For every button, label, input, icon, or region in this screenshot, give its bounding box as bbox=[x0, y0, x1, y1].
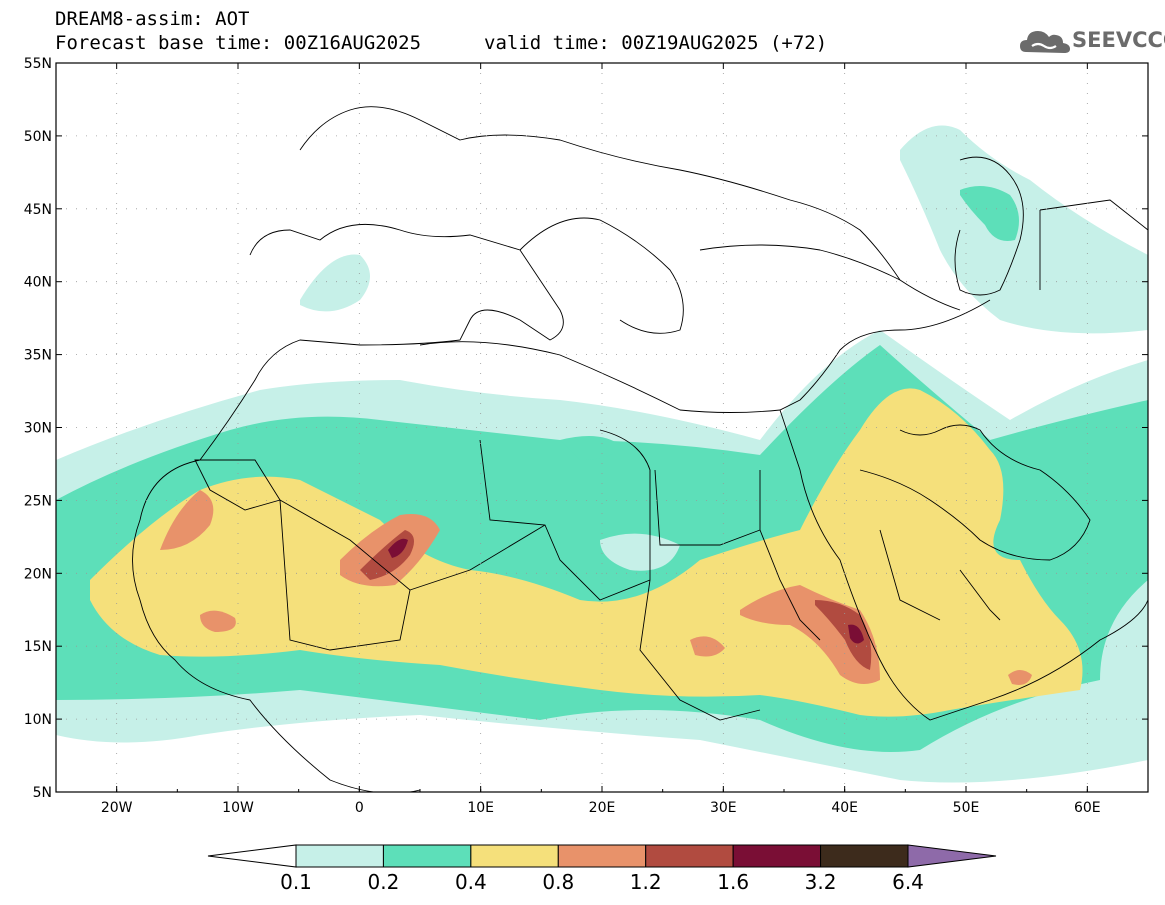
colorbar-under-arrow bbox=[207, 844, 297, 868]
valid-time: valid time: 00Z19AUG2025 (+72) bbox=[484, 32, 828, 54]
colorbar-box bbox=[557, 844, 647, 868]
aot-band-1.6 bbox=[388, 538, 408, 558]
colorbar-box bbox=[820, 844, 909, 868]
lon-label: 40E bbox=[831, 800, 858, 816]
colorbar-box bbox=[645, 844, 734, 868]
colorbar-label: 0.4 bbox=[454, 870, 487, 894]
lon-label: 50E bbox=[953, 800, 980, 816]
colorbar-label: 0.1 bbox=[280, 870, 312, 894]
axis-ticks bbox=[55, 62, 1149, 793]
lat-label: 40N bbox=[24, 275, 52, 291]
lon-label: 60E bbox=[1074, 800, 1101, 816]
colorbar-label: 0.2 bbox=[367, 870, 400, 894]
gridlines bbox=[56, 63, 1148, 792]
colorbar-over-arrow bbox=[907, 844, 997, 868]
lon-label: 20E bbox=[589, 800, 616, 816]
colorbar-label: 0.8 bbox=[542, 870, 575, 894]
colorbar-label: 1.6 bbox=[717, 870, 750, 894]
aot-band-0.8 bbox=[160, 490, 214, 550]
lat-label: 50N bbox=[24, 129, 52, 145]
lon-label: 30E bbox=[710, 800, 737, 816]
lat-label: 30N bbox=[24, 421, 52, 437]
colorbar-box bbox=[732, 844, 822, 868]
colorbar-box bbox=[470, 844, 559, 868]
lat-label: 15N bbox=[24, 639, 52, 655]
lat-label: 55N bbox=[24, 56, 52, 72]
colorbar-label: 1.2 bbox=[629, 870, 662, 894]
lat-labels: 55N 50N 45N 40N 35N 30N 25N 20N 15N 10N 5N bbox=[24, 56, 52, 801]
lon-label: 0 bbox=[355, 800, 364, 816]
map-title: DREAM8-assim: AOT bbox=[55, 8, 250, 30]
lat-label: 20N bbox=[24, 566, 52, 582]
lat-label: 35N bbox=[24, 348, 52, 364]
colorbar bbox=[207, 844, 997, 868]
cloud-logo-icon bbox=[1020, 31, 1070, 53]
lon-label: 20W bbox=[101, 800, 133, 816]
coastlines bbox=[132, 106, 1148, 792]
colorbar-box bbox=[382, 844, 472, 868]
lat-label: 5N bbox=[33, 785, 52, 801]
lon-label: 10E bbox=[467, 800, 494, 816]
lat-label: 10N bbox=[24, 712, 52, 728]
colorbar-box bbox=[295, 844, 384, 868]
forecast-base-time: Forecast base time: 00Z16AUG2025 bbox=[55, 32, 422, 54]
lat-label: 45N bbox=[24, 202, 52, 218]
lon-labels: 20W 10W 0 10E 20E 30E 40E 50E 60E bbox=[101, 800, 1101, 816]
aot-contours bbox=[56, 125, 1148, 783]
colorbar-label: 6.4 bbox=[892, 870, 924, 894]
logo-text: SEEVCCC bbox=[1072, 28, 1165, 52]
colorbar-label: 3.2 bbox=[804, 870, 837, 894]
lon-label: 10W bbox=[222, 800, 254, 816]
lat-label: 25N bbox=[24, 493, 52, 509]
